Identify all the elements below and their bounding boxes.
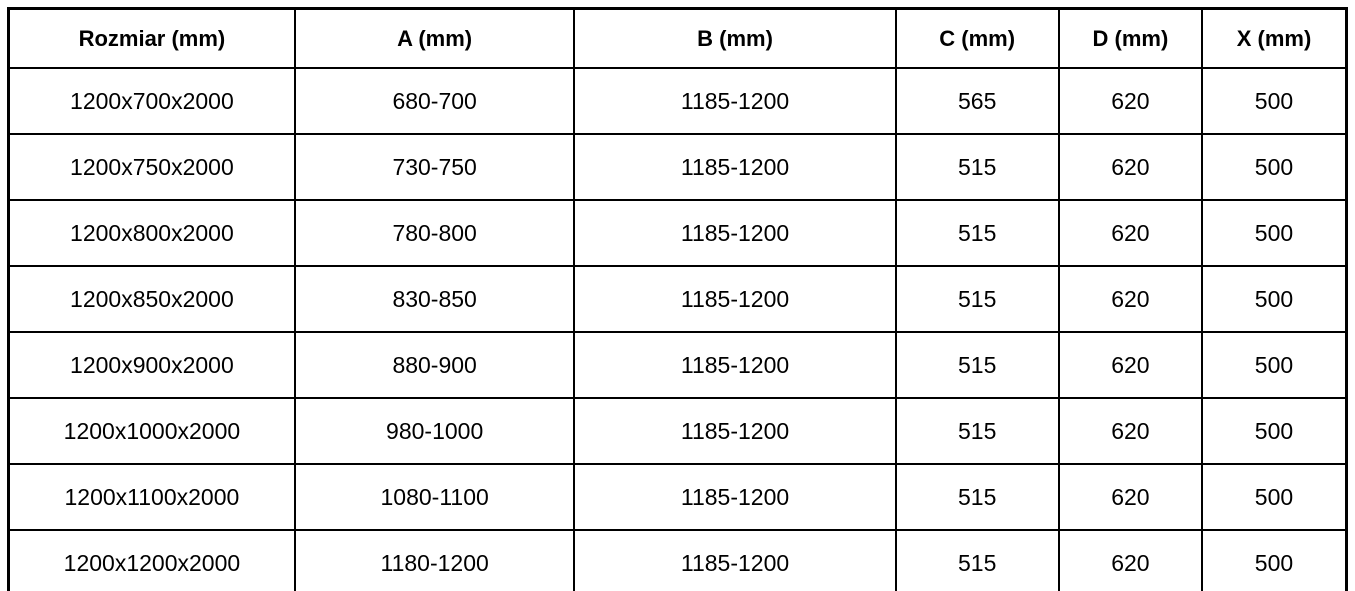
table-row: 1200x850x2000 830-850 1185-1200 515 620 500 — [7, 265, 1348, 333]
column-header: X (mm) — [1200, 7, 1348, 69]
table-cell: 1185-1200 — [573, 463, 897, 531]
header-row: Rozmiar (mm) A (mm) B (mm) C (mm) D (mm) X (m… — [7, 7, 1348, 69]
table-row: 1200x1100x2000 1080-1100 1185-1200 515 620 50… — [7, 463, 1348, 531]
table-cell: 1200x1100x2000 — [7, 463, 296, 531]
table-row: 1200x700x2000 680-700 1185-1200 565 620 500 — [7, 67, 1348, 135]
table-cell: 515 — [894, 265, 1060, 333]
table-cell: 620 — [1057, 397, 1203, 465]
table-cell: 980-1000 — [293, 397, 576, 465]
table-row: 1200x800x2000 780-800 1185-1200 515 620 500 — [7, 199, 1348, 267]
table-cell: 565 — [894, 67, 1060, 135]
table-cell: 620 — [1057, 529, 1203, 591]
table-cell: 1185-1200 — [573, 199, 897, 267]
table-cell: 500 — [1200, 463, 1348, 531]
table-cell: 1200x900x2000 — [7, 331, 296, 399]
table-cell: 500 — [1200, 67, 1348, 135]
table-cell: 500 — [1200, 133, 1348, 201]
table-cell: 1200x700x2000 — [7, 67, 296, 135]
table-cell: 1185-1200 — [573, 265, 897, 333]
table-cell: 515 — [894, 331, 1060, 399]
table-cell: 500 — [1200, 265, 1348, 333]
table-cell: 680-700 — [293, 67, 576, 135]
table-cell: 1185-1200 — [573, 529, 897, 591]
table-row: 1200x1200x2000 1180-1200 1185-1200 515 620 50… — [7, 529, 1348, 591]
table-cell: 500 — [1200, 331, 1348, 399]
column-header: A (mm) — [293, 7, 576, 69]
table-body: 1200x700x2000 680-700 1185-1200 565 620 500 12… — [7, 67, 1348, 591]
table-cell: 620 — [1057, 331, 1203, 399]
table-cell: 620 — [1057, 67, 1203, 135]
table-cell: 620 — [1057, 133, 1203, 201]
table-row: 1200x900x2000 880-900 1185-1200 515 620 500 — [7, 331, 1348, 399]
table-cell: 1185-1200 — [573, 397, 897, 465]
table-cell: 780-800 — [293, 199, 576, 267]
table-cell: 1185-1200 — [573, 67, 897, 135]
table-cell: 1185-1200 — [573, 331, 897, 399]
table-cell: 1180-1200 — [293, 529, 576, 591]
table-cell: 515 — [894, 529, 1060, 591]
column-header: C (mm) — [894, 7, 1060, 69]
table-cell: 880-900 — [293, 331, 576, 399]
table-cell: 1200x1200x2000 — [7, 529, 296, 591]
table-row: 1200x750x2000 730-750 1185-1200 515 620 500 — [7, 133, 1348, 201]
table-cell: 500 — [1200, 529, 1348, 591]
table-cell: 1200x1000x2000 — [7, 397, 296, 465]
table-cell: 500 — [1200, 199, 1348, 267]
table-cell: 515 — [894, 397, 1060, 465]
column-header: B (mm) — [573, 7, 897, 69]
size-specification-table: Rozmiar (mm) A (mm) B (mm) C (mm) D (mm) X (m… — [7, 7, 1348, 591]
table-cell: 515 — [894, 463, 1060, 531]
table-cell: 515 — [894, 133, 1060, 201]
table-cell: 515 — [894, 199, 1060, 267]
table-row: 1200x1000x2000 980-1000 1185-1200 515 620 500 — [7, 397, 1348, 465]
table-cell: 730-750 — [293, 133, 576, 201]
table-cell: 1200x800x2000 — [7, 199, 296, 267]
table-cell: 1200x750x2000 — [7, 133, 296, 201]
table-cell: 500 — [1200, 397, 1348, 465]
column-header: D (mm) — [1057, 7, 1203, 69]
table-cell: 1200x850x2000 — [7, 265, 296, 333]
table-cell: 830-850 — [293, 265, 576, 333]
table-header: Rozmiar (mm) A (mm) B (mm) C (mm) D (mm) X (m… — [7, 7, 1348, 69]
table-cell: 620 — [1057, 199, 1203, 267]
table-cell: 620 — [1057, 265, 1203, 333]
table-cell: 620 — [1057, 463, 1203, 531]
table-cell: 1185-1200 — [573, 133, 897, 201]
column-header: Rozmiar (mm) — [7, 7, 296, 69]
table-cell: 1080-1100 — [293, 463, 576, 531]
